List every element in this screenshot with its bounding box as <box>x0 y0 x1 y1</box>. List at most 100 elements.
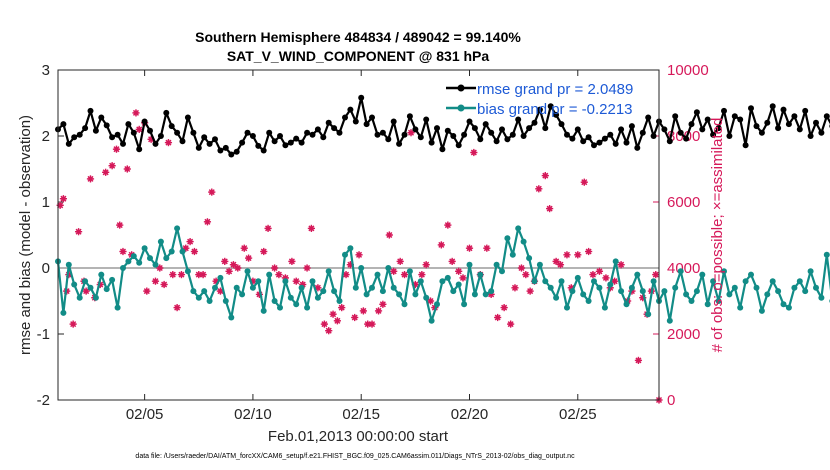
rmse-point <box>76 131 83 138</box>
obs-count-point <box>563 251 571 259</box>
obs-count-point <box>342 271 350 279</box>
bias-point <box>293 301 300 308</box>
rmse-point <box>666 138 673 145</box>
bias-point <box>92 294 99 301</box>
obs-count-point <box>535 185 543 193</box>
bias-point <box>580 291 587 298</box>
rmse-point <box>758 129 765 136</box>
rmse-point <box>753 123 760 130</box>
bias-point <box>71 281 78 288</box>
obs-count-point <box>459 274 467 282</box>
bias-point <box>526 255 533 262</box>
rmse-point <box>179 138 186 145</box>
rmse-point <box>580 138 587 145</box>
x-tick-label: 02/25 <box>559 406 597 423</box>
rmse-point <box>764 119 771 126</box>
rmse-point <box>136 146 143 153</box>
bias-point <box>574 274 581 281</box>
rmse-point <box>114 131 121 138</box>
rmse-point <box>239 139 246 146</box>
rmse-point <box>504 136 511 143</box>
rmse-point <box>526 125 533 132</box>
bias-point <box>612 258 619 265</box>
bias-point <box>103 286 110 293</box>
obs-count-point <box>407 129 415 137</box>
bias-point <box>504 235 511 242</box>
rmse-point <box>780 106 787 113</box>
rmse-point <box>515 116 522 123</box>
rmse-point <box>683 135 690 142</box>
rmse-point <box>677 129 684 136</box>
obs-count-point <box>465 244 474 252</box>
rmse-point <box>87 107 94 114</box>
rmse-point <box>98 114 105 121</box>
obs-count-point <box>156 264 164 272</box>
obs-count-point <box>580 178 588 186</box>
bias-point <box>791 284 798 291</box>
bias-point <box>515 225 522 232</box>
obs-count-point <box>123 165 131 173</box>
legend-bias-marker <box>457 104 465 112</box>
bias-point <box>396 291 403 298</box>
bias-point <box>596 284 603 291</box>
bias-point <box>731 284 738 291</box>
bias-point <box>461 301 468 308</box>
obs-count-point <box>86 175 95 183</box>
rmse-point <box>406 113 413 120</box>
rmse-point <box>813 119 819 126</box>
obs-count-point <box>59 195 68 203</box>
rmse-point <box>601 135 608 142</box>
obs-count-point <box>275 271 283 279</box>
obs-count-point <box>634 356 643 364</box>
rmse-point <box>109 134 116 141</box>
bias-point <box>157 238 164 245</box>
rmse-point <box>628 123 635 130</box>
bias-point <box>488 288 495 295</box>
bias-point <box>672 284 679 291</box>
bias-point <box>358 265 365 271</box>
x-tick-label: 02/05 <box>126 406 164 423</box>
obs-count-point <box>426 297 435 305</box>
rmse-point <box>282 142 289 149</box>
obs-count-point <box>203 218 212 226</box>
obs-count-point <box>164 139 173 147</box>
obs-count-point <box>229 261 238 269</box>
bias-point <box>471 291 478 298</box>
rmse-point <box>607 131 614 138</box>
rmse-point <box>304 129 311 136</box>
rmse-point <box>791 113 798 120</box>
obs-count-point <box>270 264 279 272</box>
legend-rmse-label: rmse grand pr = 2.0489 <box>477 81 633 98</box>
bias-point <box>666 317 673 324</box>
rmse-point <box>342 114 348 121</box>
bias-point <box>823 251 830 258</box>
bias-point <box>520 238 527 245</box>
obs-count-point <box>351 313 359 322</box>
x-tick-group: 02/05 02/10 02/15 02/20 02/25 <box>126 70 597 423</box>
rmse-point <box>249 133 256 139</box>
rmse-point <box>509 131 516 138</box>
rmse-point <box>82 125 89 132</box>
rmse-point <box>704 116 711 123</box>
bias-point <box>704 301 711 308</box>
chart-subtitle: SAT_V_WIND_COMPONENT @ 831 hPa <box>227 48 490 64</box>
rmse-point <box>428 139 435 146</box>
obs-count-point <box>264 224 272 232</box>
rmse-point <box>693 109 700 116</box>
rmse-point <box>347 106 354 113</box>
bias-point <box>401 301 408 308</box>
bias-point <box>152 261 159 268</box>
rmse-point <box>710 131 717 138</box>
obs-count-point <box>396 257 404 265</box>
y2-tick-label: 6000 <box>667 194 700 211</box>
rmse-point <box>271 138 278 145</box>
bias-point <box>309 278 316 285</box>
rmse-point <box>120 140 126 147</box>
rmse-point <box>650 133 657 139</box>
bias-point <box>136 259 143 266</box>
rmse-point <box>434 125 440 132</box>
x-tick-label: 02/10 <box>234 406 272 423</box>
y2-axis-label: # of obs: o=possible; ×=assimilated <box>709 118 726 353</box>
